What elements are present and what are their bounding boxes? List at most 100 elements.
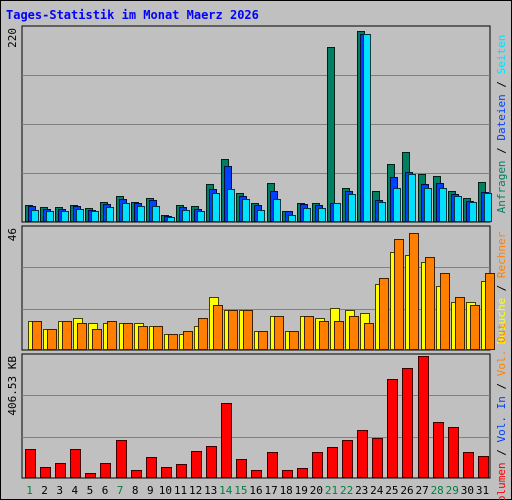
x-tick-label-8: 8 xyxy=(132,484,139,497)
legend-part: Vol. In xyxy=(495,396,508,442)
legend-part: / xyxy=(495,278,508,298)
x-tick-label-30: 30 xyxy=(461,484,474,497)
x-tick-label-19: 19 xyxy=(295,484,308,497)
legend-part: / xyxy=(495,442,508,462)
legend-part: Rechner xyxy=(495,231,508,278)
bar-rechner-day-26 xyxy=(409,233,419,350)
bar-seiten-day-17 xyxy=(273,199,281,222)
bar-seiten-day-3 xyxy=(61,211,69,222)
x-tick-label-2: 2 xyxy=(41,484,48,497)
legend-part: / xyxy=(495,376,508,396)
bar-rechner-day-12 xyxy=(198,318,208,350)
x-tick-label-20: 20 xyxy=(310,484,323,497)
bar-volumen-day-29 xyxy=(448,427,459,478)
bar-rechner-day-24 xyxy=(379,278,389,350)
bar-volumen-day-18 xyxy=(282,470,293,478)
bar-volumen-day-15 xyxy=(236,459,247,478)
x-tick-label-18: 18 xyxy=(280,484,293,497)
bar-seiten-day-19 xyxy=(303,208,311,222)
bar-seiten-day-11 xyxy=(182,210,190,222)
x-tick-label-10: 10 xyxy=(159,484,172,497)
bar-seiten-day-14 xyxy=(227,189,235,222)
x-tick-label-14: 14 xyxy=(219,484,233,497)
bar-volumen-day-22 xyxy=(342,440,353,478)
x-tick-label-23: 23 xyxy=(355,484,368,497)
y-max-label: 406.53 KB xyxy=(6,356,19,416)
bar-rechner-day-10 xyxy=(168,334,178,350)
bar-seiten-day-31 xyxy=(484,193,492,222)
legend-part: Volumen xyxy=(495,462,508,500)
bar-volumen-day-10 xyxy=(161,467,172,478)
bar-volumen-day-26 xyxy=(402,368,413,478)
bar-seiten-day-8 xyxy=(137,206,145,222)
x-tick-label-21: 21 xyxy=(325,484,338,497)
x-tick-label-26: 26 xyxy=(400,484,413,497)
bar-volumen-day-19 xyxy=(297,468,308,478)
bar-rechner-day-22 xyxy=(349,316,359,350)
bar-rechner-day-2 xyxy=(47,329,57,350)
bar-seiten-day-13 xyxy=(212,193,220,222)
x-tick-label-13: 13 xyxy=(204,484,217,497)
bar-rechner-day-17 xyxy=(274,316,284,350)
bar-volumen-day-1 xyxy=(25,449,36,478)
legend-part: Seiten xyxy=(495,35,508,75)
x-tick-label-4: 4 xyxy=(71,484,78,497)
legend-part: Besuche xyxy=(495,298,508,344)
legend-part: Vol. Out xyxy=(495,323,508,376)
bar-volumen-day-21 xyxy=(327,447,338,478)
bar-rechner-day-13 xyxy=(213,305,223,350)
bar-volumen-day-7 xyxy=(116,440,127,478)
bar-seiten-day-15 xyxy=(242,199,250,222)
bar-seiten-day-12 xyxy=(197,211,205,222)
bar-rechner-day-23 xyxy=(364,323,374,350)
bar-volumen-day-25 xyxy=(387,379,398,478)
bar-volumen-day-3 xyxy=(55,463,66,478)
legend-part: / xyxy=(495,74,508,94)
y-max-label: 220 xyxy=(6,28,19,48)
bar-rechner-day-30 xyxy=(470,305,480,350)
x-tick-label-11: 11 xyxy=(174,484,187,497)
bar-rechner-day-14 xyxy=(228,310,238,350)
bar-seiten-day-4 xyxy=(76,209,84,222)
panel-bottom: 406.53 KB Volumen / Vol. In / Vol. Out xyxy=(6,323,508,500)
bar-rechner-day-21 xyxy=(334,321,344,350)
bar-seiten-day-18 xyxy=(288,215,296,222)
bar-volumen-day-20 xyxy=(312,452,323,478)
bar-rechner-day-25 xyxy=(394,239,404,350)
bar-seiten-day-27 xyxy=(424,188,432,222)
x-tick-label-16: 16 xyxy=(249,484,262,497)
bar-volumen-day-23 xyxy=(357,430,368,478)
bar-seiten-day-24 xyxy=(378,202,386,222)
panel-top: 220 Anfragen / Dateien / Seiten xyxy=(6,25,508,223)
x-tick-label-24: 24 xyxy=(370,484,384,497)
bar-volumen-day-14 xyxy=(221,403,232,478)
x-tick-label-7: 7 xyxy=(117,484,124,497)
bar-volumen-day-16 xyxy=(251,470,262,478)
bar-anfragen-day-21 xyxy=(327,47,335,222)
x-tick-label-3: 3 xyxy=(56,484,63,497)
bar-rechner-day-31 xyxy=(485,273,495,350)
x-tick-label-5: 5 xyxy=(87,484,94,497)
bar-rechner-day-18 xyxy=(289,331,299,350)
bar-seiten-day-16 xyxy=(257,210,265,222)
legend-part: / xyxy=(495,141,508,161)
legend-part: Anfragen xyxy=(495,160,508,213)
bar-volumen-day-12 xyxy=(191,451,202,478)
bar-seiten-day-23 xyxy=(363,34,371,222)
x-tick-label-27: 27 xyxy=(415,484,428,497)
bar-rechner-day-19 xyxy=(304,316,314,350)
bar-volumen-day-6 xyxy=(100,463,111,478)
x-tick-label-9: 9 xyxy=(147,484,154,497)
bar-seiten-day-29 xyxy=(454,196,462,222)
x-tick-label-25: 25 xyxy=(385,484,398,497)
bar-rechner-day-8 xyxy=(138,326,148,350)
bar-seiten-day-10 xyxy=(167,217,175,222)
bar-rechner-day-7 xyxy=(123,323,133,350)
bar-rechner-day-1 xyxy=(32,321,42,350)
bar-seiten-day-26 xyxy=(408,174,416,222)
bar-rechner-day-27 xyxy=(425,257,435,350)
right-legend-top: Anfragen / Dateien / Seiten xyxy=(495,35,508,214)
